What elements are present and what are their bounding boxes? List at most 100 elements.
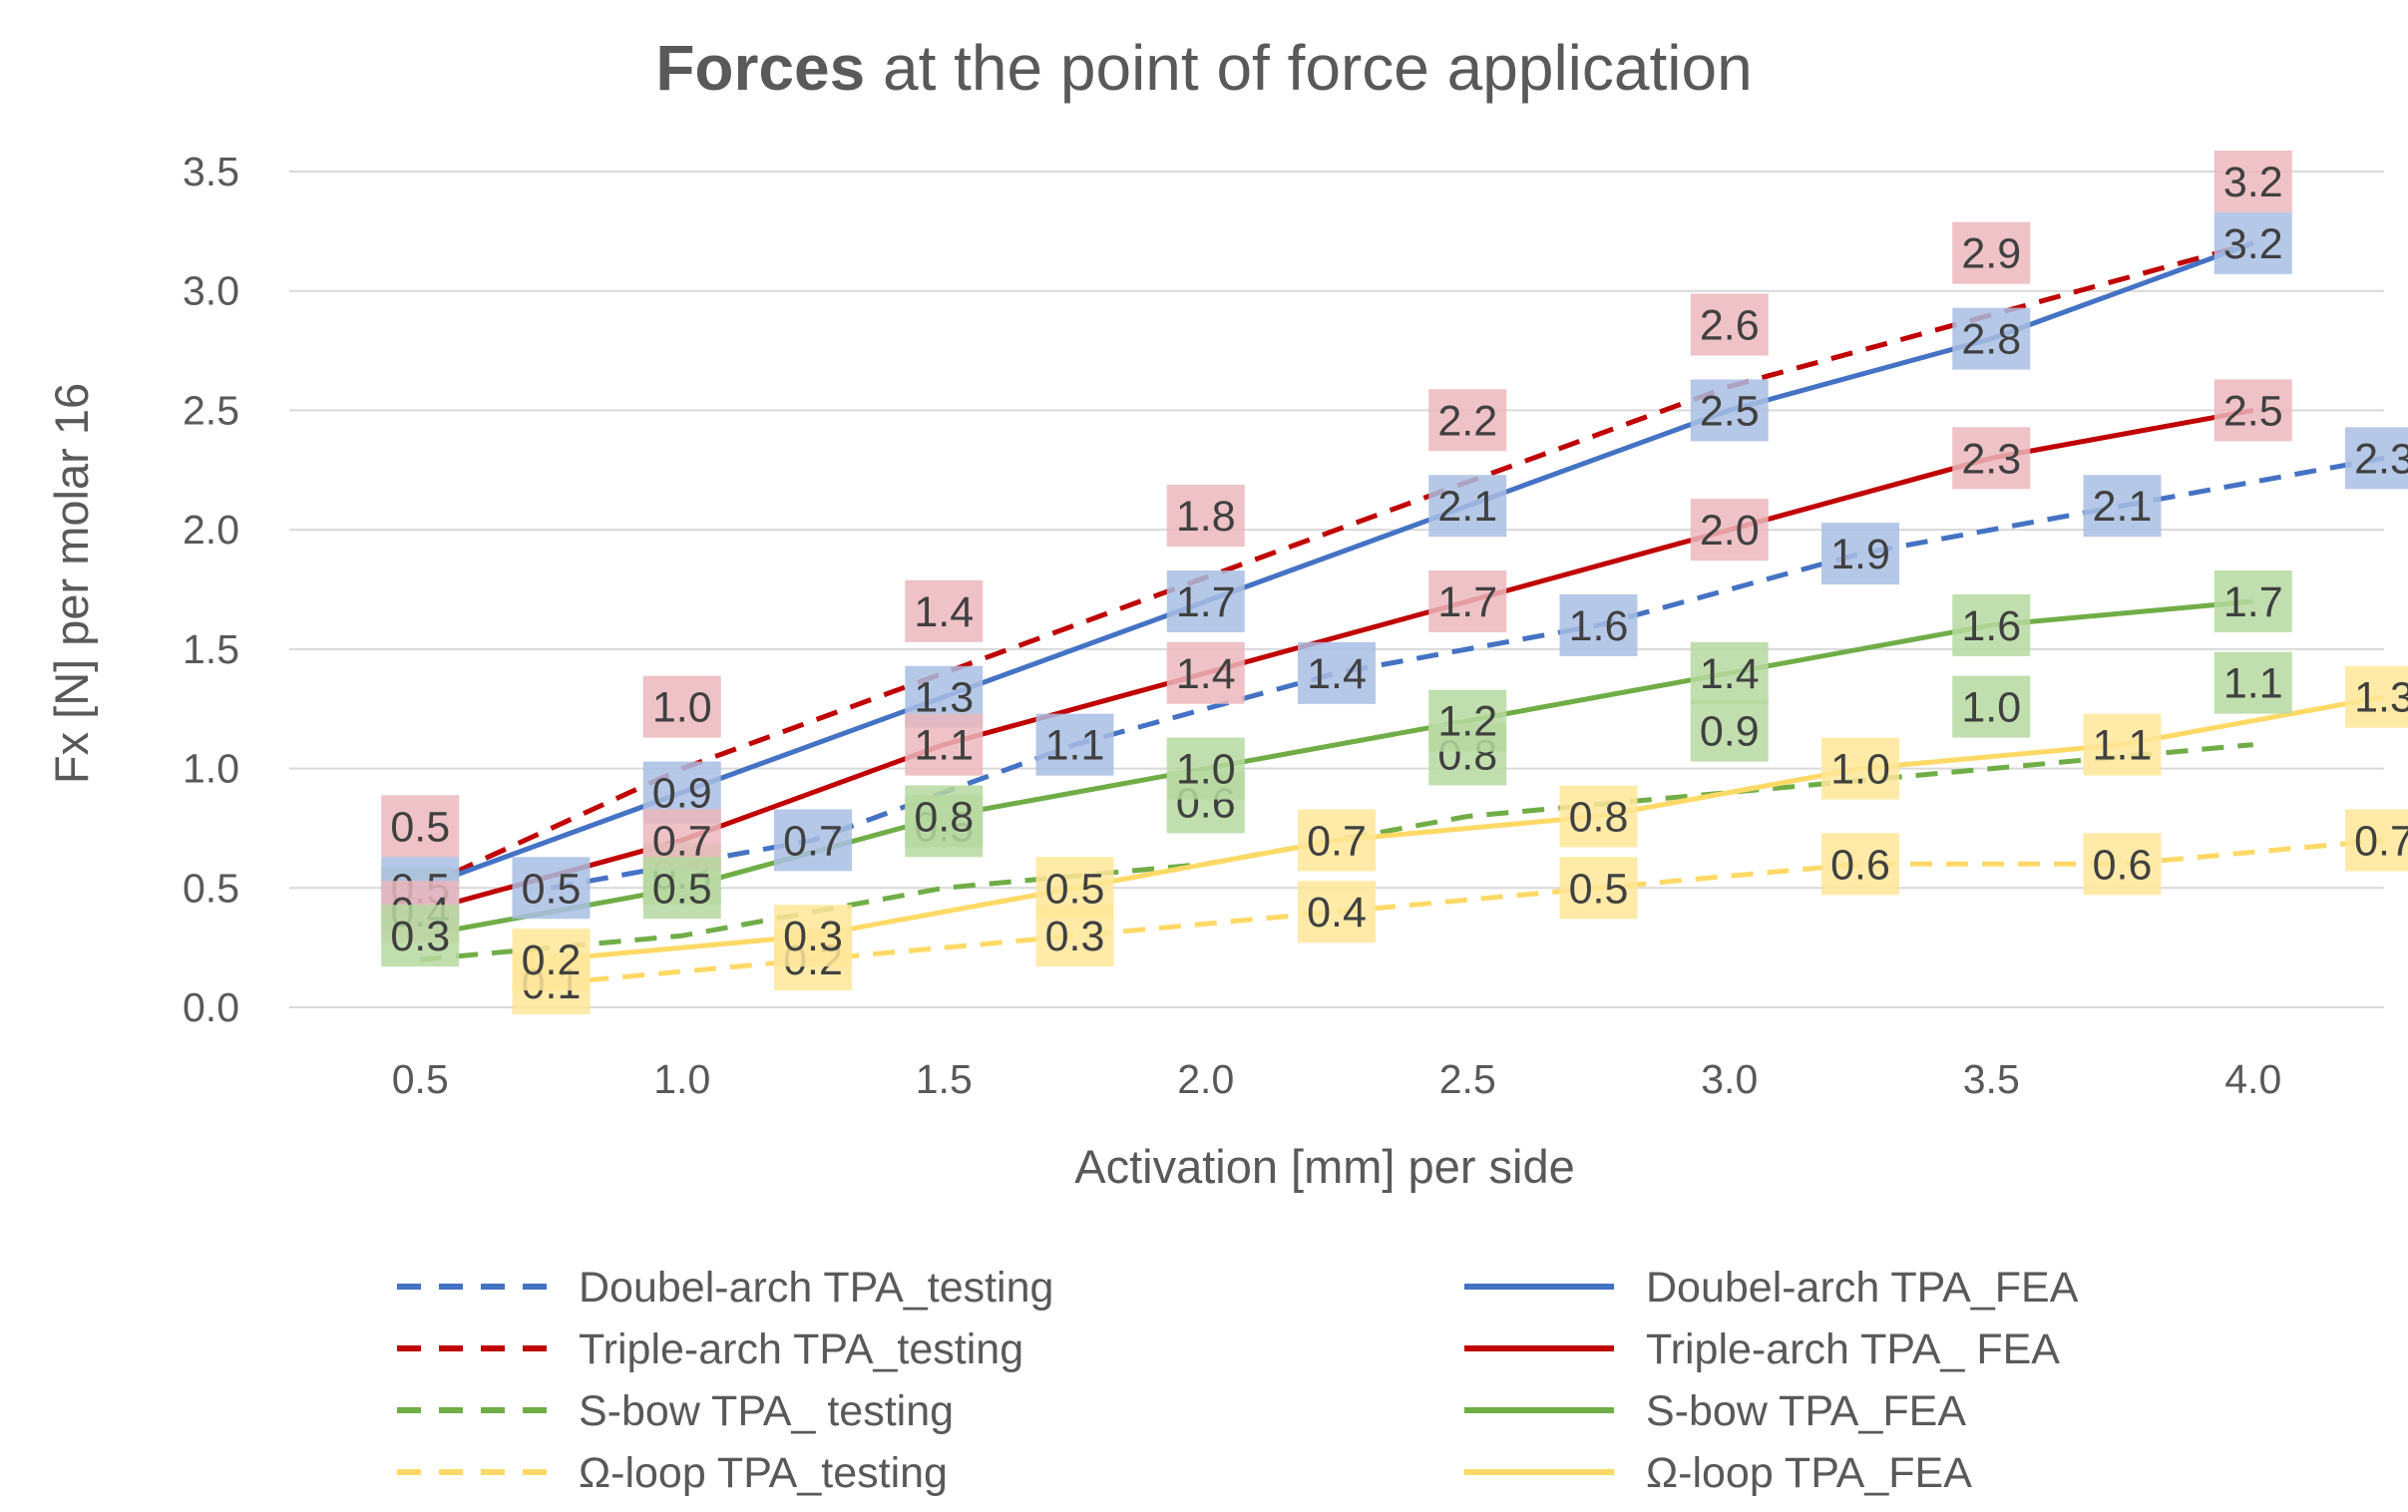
legend-label: S-bow TPA_FEA <box>1646 1387 1966 1435</box>
x-tick-label: 2.0 <box>1177 1056 1234 1102</box>
y-tick-label: 2.5 <box>183 387 239 433</box>
data-label-box <box>1166 641 1245 704</box>
data-label-box <box>2213 211 2292 274</box>
x-tick-label: 1.0 <box>653 1056 710 1102</box>
x-axis-label: Activation [mm] per side <box>1074 1140 1575 1193</box>
y-tick-label: 0.0 <box>183 984 239 1030</box>
data-label-box <box>1166 569 1245 632</box>
data-label: 0.3 <box>783 913 843 960</box>
data-label: 0.7 <box>783 817 843 865</box>
data-label-box <box>2345 427 2408 490</box>
data-label-box <box>1821 833 1899 896</box>
y-tick-label: 3.0 <box>183 268 239 314</box>
data-label-box <box>1035 857 1114 920</box>
data-label-box <box>1690 499 1769 562</box>
data-label: 0.6 <box>1830 841 1890 889</box>
data-label: 0.6 <box>2093 841 2153 889</box>
data-label: 1.0 <box>1176 746 1236 794</box>
data-label-box <box>1690 293 1769 356</box>
y-axis-label: Fx [N] per molar 16 <box>45 383 98 784</box>
data-label: 0.4 <box>1307 889 1367 937</box>
series-line-7 <box>551 694 2385 962</box>
data-label-box <box>774 809 852 872</box>
legend-label: Doubel-arch TPA_testing <box>579 1264 1053 1312</box>
data-label: 1.6 <box>1961 602 2021 650</box>
x-tick-label: 3.0 <box>1701 1056 1758 1102</box>
legend-label: Triple-arch TPA_ FEA <box>1646 1325 2060 1373</box>
chart-title-rest: at the point of force application <box>865 32 1752 104</box>
series-line-3 <box>551 837 2385 986</box>
series-line-5 <box>419 407 2254 915</box>
chart-title: Forces at the point of force application <box>655 32 1752 104</box>
data-label-box <box>1952 221 2031 284</box>
data-label: 2.3 <box>1961 435 2021 483</box>
data-label-box <box>1428 689 1507 752</box>
data-label: 0.8 <box>1569 793 1629 841</box>
data-label-box <box>2083 833 2162 896</box>
data-label-box <box>2345 809 2408 872</box>
data-label-box <box>381 795 460 858</box>
y-axis-ticks: 0.0 0.5 1.0 1.5 2.0 2.5 3.0 3.5 <box>183 149 239 1030</box>
legend: Doubel-arch TPA_testing Triple-arch TPA_t… <box>397 1264 2079 1497</box>
data-label: 0.2 <box>522 937 582 984</box>
data-label-box <box>2345 665 2408 728</box>
data-label-box <box>1952 307 2031 370</box>
data-label: 2.1 <box>1437 483 1497 531</box>
data-label-box <box>1821 737 1899 800</box>
data-label: 0.5 <box>652 865 712 913</box>
data-label: 1.0 <box>1961 684 2021 732</box>
data-label-box <box>1166 485 1245 548</box>
data-label: 1.4 <box>1307 650 1367 698</box>
data-label-box <box>774 905 852 967</box>
data-label-box <box>1952 593 2031 656</box>
data-label: 2.3 <box>2354 435 2408 483</box>
x-tick-label: 4.0 <box>2224 1056 2281 1102</box>
y-tick-label: 1.0 <box>183 746 239 792</box>
data-label: 2.2 <box>1437 397 1497 445</box>
data-label-box <box>905 579 984 642</box>
data-label: 1.2 <box>1437 698 1497 746</box>
data-label-box <box>642 857 721 920</box>
data-label-box <box>512 857 591 920</box>
legend-label: Ω-loop TPA_testing <box>579 1449 948 1497</box>
data-label-box <box>905 713 984 776</box>
data-label: 1.9 <box>1830 531 1890 578</box>
x-tick-label: 0.5 <box>392 1056 449 1102</box>
data-label-box <box>1690 699 1769 762</box>
data-label-box <box>1559 593 1638 656</box>
data-label: 1.8 <box>1176 493 1236 541</box>
data-label: 2.5 <box>2223 387 2283 435</box>
data-label-box <box>2213 379 2292 442</box>
data-label-box <box>1035 713 1114 776</box>
series-line-0 <box>551 455 2385 891</box>
x-tick-label: 2.5 <box>1439 1056 1496 1102</box>
data-label: 0.3 <box>1045 913 1105 960</box>
data-label: 0.5 <box>522 865 582 913</box>
data-label: 2.8 <box>1961 316 2021 364</box>
data-label: 1.0 <box>652 684 712 732</box>
legend-label: Triple-arch TPA_testing <box>579 1325 1023 1373</box>
data-label-box <box>1298 809 1376 872</box>
data-label-box <box>1821 523 1899 585</box>
data-label-box <box>1559 785 1638 848</box>
data-label: 0.7 <box>1307 817 1367 865</box>
data-label: 1.3 <box>2354 674 2408 722</box>
data-label: 1.1 <box>2223 660 2283 708</box>
y-tick-label: 3.5 <box>183 149 239 194</box>
y-tick-label: 2.0 <box>183 507 239 553</box>
y-tick-label: 0.5 <box>183 865 239 911</box>
data-label-box <box>905 785 984 848</box>
data-label: 1.7 <box>1437 578 1497 626</box>
data-label: 0.5 <box>1045 865 1105 913</box>
data-label: 0.8 <box>914 793 974 841</box>
data-label-box <box>1166 737 1245 800</box>
data-label: 2.5 <box>1700 387 1760 435</box>
data-label: 0.5 <box>1569 865 1629 913</box>
data-label-box <box>2213 150 2292 212</box>
data-label: 1.4 <box>1176 650 1236 698</box>
data-label: 1.0 <box>1830 746 1890 794</box>
data-label: 2.9 <box>1961 230 2021 278</box>
data-label-box <box>2083 475 2162 538</box>
